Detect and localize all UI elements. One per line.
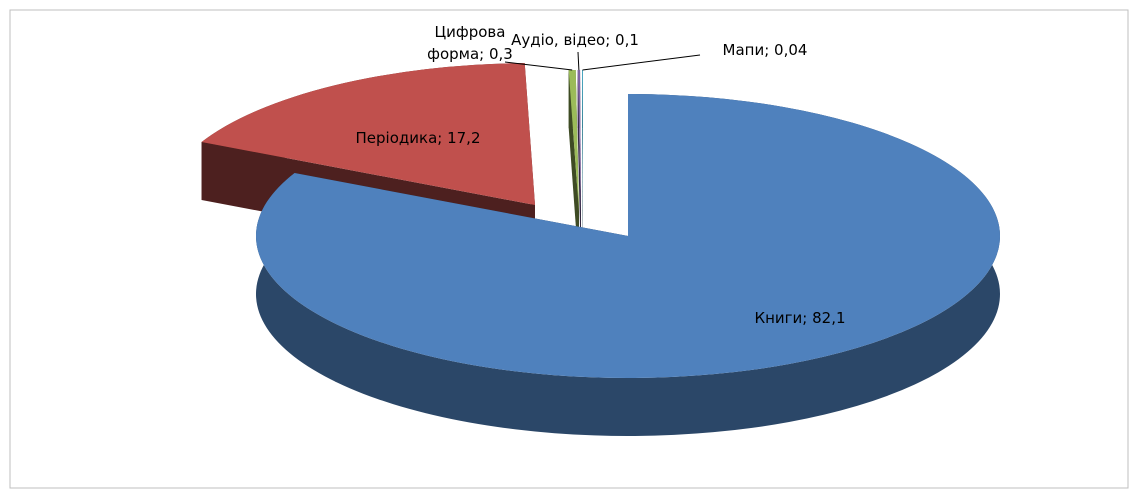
slice	[577, 70, 581, 270]
slice-side	[577, 70, 581, 270]
slice	[256, 94, 1000, 436]
slice	[582, 70, 583, 270]
slice	[577, 70, 581, 212]
slice-side	[582, 70, 583, 270]
data-label: Аудіо, відео; 0,1	[511, 31, 639, 49]
slice	[256, 94, 1000, 378]
slice	[568, 70, 579, 212]
data-label: Книги; 82,1	[754, 309, 845, 327]
slice-side	[568, 70, 579, 271]
data-label: Періодика; 17,2	[356, 129, 481, 147]
data-label: Мапи; 0,04	[723, 41, 808, 59]
leader-line	[504, 61, 573, 71]
data-label: Цифрова форма; 0,3	[427, 23, 513, 63]
slice	[201, 63, 535, 205]
leader-line	[577, 51, 580, 71]
slice	[568, 70, 579, 271]
leader-line	[582, 54, 701, 71]
slice	[582, 70, 583, 212]
